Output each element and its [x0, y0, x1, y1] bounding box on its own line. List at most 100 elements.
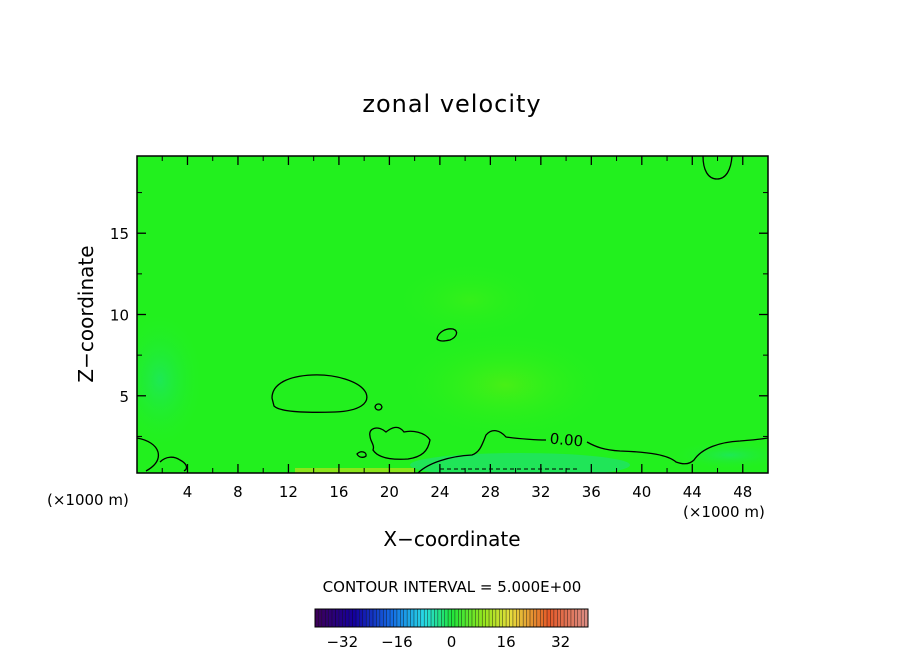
colorbar-cell — [502, 609, 507, 627]
y-axis-label: Z−coordinate — [74, 245, 98, 382]
colorbar-cell — [332, 609, 336, 627]
colorbar-cell — [577, 609, 582, 627]
colorbar-cell — [325, 609, 329, 627]
colorbar-cell — [516, 609, 520, 627]
colorbar-cell — [420, 609, 425, 627]
x-tick-label: 12 — [279, 483, 298, 501]
colorbar-cell — [489, 609, 493, 627]
x-axis-label: X−coordinate — [383, 527, 520, 551]
contour-zero-line-right — [586, 437, 768, 465]
z-units-label: (×1000 m) — [47, 491, 129, 509]
colorbar-cell — [407, 609, 411, 627]
colorbar-cell — [584, 609, 588, 627]
colorbar-cell — [342, 609, 346, 627]
contours — [137, 156, 768, 473]
colorbar-cell — [424, 609, 428, 627]
x-tick-label: 16 — [329, 483, 348, 501]
colorbar-cell — [441, 609, 445, 627]
colorbar-cell — [413, 609, 418, 627]
contour-left-edge — [137, 437, 160, 472]
shade-warm-mid — [390, 260, 550, 340]
colorbar-cell — [403, 609, 408, 627]
colorbar-cell — [369, 609, 374, 627]
y-tick-label: 5 — [119, 388, 129, 406]
colorbar-cell — [376, 609, 380, 627]
colorbar-cell — [485, 609, 490, 627]
colorbar-cell — [352, 609, 356, 627]
colorbar-cell — [540, 609, 544, 627]
colorbar-cell — [451, 609, 455, 627]
colorbar-cell — [461, 609, 466, 627]
colorbar-cell — [458, 609, 462, 627]
colorbar-tick-label: 0 — [447, 633, 457, 651]
colorbar-cell — [437, 609, 442, 627]
colorbar-cell — [512, 609, 517, 627]
colorbar-cell — [526, 609, 530, 627]
colorbar-cell — [345, 609, 350, 627]
colorbar-cell — [564, 609, 568, 627]
colorbar-cell — [434, 609, 438, 627]
field-shading — [137, 260, 768, 473]
colorbar-cell — [400, 609, 404, 627]
colorbar-cell — [499, 609, 503, 627]
colorbar-cell — [581, 609, 585, 627]
colorbar-cell — [533, 609, 537, 627]
contour-label: 0.00 — [549, 430, 584, 451]
colorbar-cell — [379, 609, 384, 627]
x-tick-label: 48 — [733, 483, 752, 501]
colorbar-cell — [523, 609, 527, 627]
colorbar-cell — [338, 609, 343, 627]
colorbar-cell — [349, 609, 353, 627]
colorbar-cell — [536, 609, 541, 627]
y-tick-label: 15 — [110, 225, 129, 243]
colorbar-cell — [468, 609, 472, 627]
colorbar: −32 −16 0 16 32 — [314, 608, 589, 651]
contour-tiny-loop — [374, 403, 383, 411]
colorbar-cell — [359, 609, 363, 627]
x-tick-label: 36 — [582, 483, 601, 501]
colorbar-cell — [465, 609, 469, 627]
colorbar-cell — [543, 609, 548, 627]
colorbar-cell — [475, 609, 479, 627]
colorbar-cell — [366, 609, 370, 627]
colorbar-cell — [553, 609, 558, 627]
contour-large-loop — [271, 374, 368, 413]
colorbar-tick-label: −16 — [381, 633, 413, 651]
colorbar-cell — [373, 609, 377, 627]
colorbar-tick-label: 16 — [497, 633, 516, 651]
colorbar-cell — [393, 609, 397, 627]
colorbar-cell — [482, 609, 486, 627]
colorbar-cell — [471, 609, 476, 627]
colorbar-cell — [529, 609, 534, 627]
shade-warm-strip — [295, 468, 415, 473]
colorbar-cell — [448, 609, 452, 627]
colorbar-cell — [417, 609, 421, 627]
x-ticks: 4 8 12 16 20 24 28 32 36 40 44 48 — [161, 156, 752, 501]
x-tick-label: 20 — [380, 483, 399, 501]
colorbar-cell — [321, 609, 326, 627]
colorbar-cell — [557, 609, 561, 627]
colorbar-cell — [478, 609, 483, 627]
y-tick-label: 10 — [110, 307, 129, 325]
colorbar-cell — [574, 609, 578, 627]
colorbar-cell — [383, 609, 387, 627]
colorbar-cell — [362, 609, 367, 627]
colorbar-cell — [495, 609, 500, 627]
colorbar-cell — [492, 609, 496, 627]
colorbar-cell — [506, 609, 510, 627]
x-tick-label: 40 — [632, 483, 651, 501]
colorbar-cell — [355, 609, 360, 627]
colorbar-cell — [318, 609, 322, 627]
colorbar-ticks: −32 −16 0 16 32 — [326, 633, 570, 651]
contour-interval: CONTOUR INTERVAL = 5.000E+00 — [323, 578, 582, 596]
colorbar-cell — [328, 609, 333, 627]
x-tick-label: 24 — [430, 483, 449, 501]
x-units-label: (×1000 m) — [683, 503, 765, 521]
x-tick-label: 4 — [183, 483, 193, 501]
colorbar-cell — [396, 609, 401, 627]
colorbar-cell — [444, 609, 449, 627]
contour-zero-line — [417, 430, 547, 473]
colorbar-cell — [410, 609, 414, 627]
colorbar-cell — [390, 609, 394, 627]
colorbar-cell — [315, 609, 319, 627]
